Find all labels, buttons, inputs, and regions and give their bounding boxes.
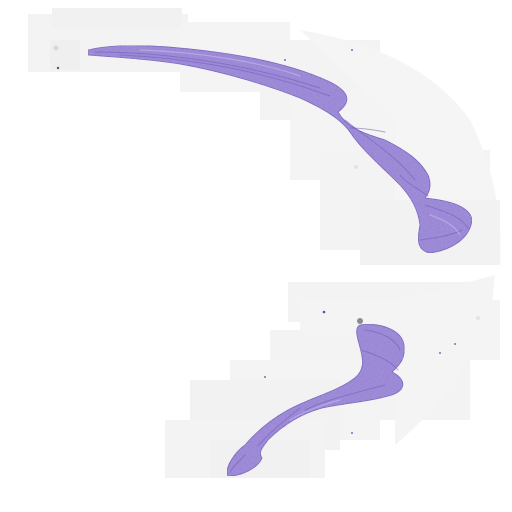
upper-arc-strip	[87, 45, 473, 254]
tissue-detail-line	[257, 407, 301, 447]
debris-speck	[454, 343, 456, 345]
lower-curved-strip	[226, 323, 405, 477]
tissue-highlight-line	[429, 214, 461, 236]
tissue-detail-line	[119, 54, 331, 97]
debris-speck	[351, 432, 353, 434]
tissue-detail-line	[304, 384, 386, 411]
tissue-detail-line	[344, 119, 416, 181]
tissue-detail-line	[361, 349, 399, 371]
debris-speck	[322, 310, 326, 314]
tissue-detail-line	[424, 204, 469, 229]
tissue-detail-strokes	[94, 49, 469, 473]
debris-speck	[53, 45, 59, 51]
debris-speck	[357, 318, 363, 324]
debris-speck	[56, 66, 60, 70]
tissue-detail-line	[94, 51, 321, 89]
debris-speck	[476, 316, 480, 320]
debris-speck	[354, 165, 358, 169]
tissue-detail-line	[399, 174, 429, 197]
tissue-detail-line	[349, 127, 386, 133]
tissue-detail-line	[364, 329, 401, 351]
debris-speck	[439, 352, 441, 354]
debris-speck	[351, 49, 353, 51]
tissue-highlight-line	[139, 49, 301, 77]
tissue-detail-line	[229, 454, 246, 473]
tissue-detail-line	[419, 229, 463, 241]
debris-speck	[264, 376, 266, 378]
tissue-highlight-line	[289, 399, 341, 421]
debris-specks	[53, 45, 480, 434]
debris-speck	[284, 59, 286, 61]
